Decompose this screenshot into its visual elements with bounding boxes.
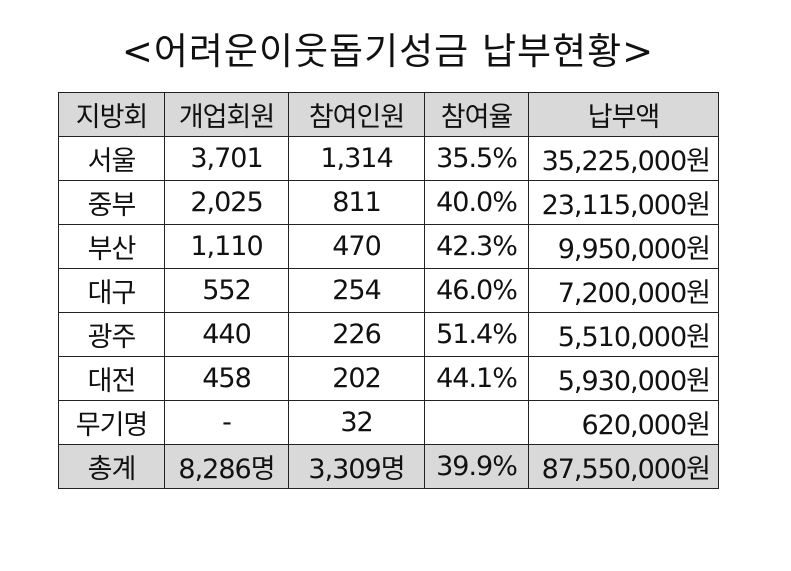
donation-table: 지방회 개업회원 참여인원 참여율 납부액 서울 3,701 1,314 35.… — [58, 92, 719, 489]
cell-rate: 35.5% — [424, 136, 529, 181]
header-region: 지방회 — [58, 92, 165, 137]
header-rate: 참여율 — [424, 92, 529, 137]
cell-participants: 254 — [288, 268, 425, 313]
header-row: 지방회 개업회원 참여인원 참여율 납부액 — [58, 92, 719, 137]
cell-amount: 620,000원 — [528, 400, 719, 445]
table-row: 부산 1,110 470 42.3% 9,950,000원 — [58, 224, 719, 269]
total-rate: 39.9% — [424, 444, 529, 489]
cell-participants: 226 — [288, 312, 425, 357]
cell-members: 440 — [164, 312, 289, 357]
cell-participants: 32 — [288, 400, 425, 445]
cell-members: 458 — [164, 356, 289, 401]
cell-members: 3,701 — [164, 136, 289, 181]
cell-region: 중부 — [58, 180, 165, 225]
cell-region: 서울 — [58, 136, 165, 181]
table-row: 대구 552 254 46.0% 7,200,000원 — [58, 268, 719, 313]
total-row: 총계 8,286명 3,309명 39.9% 87,550,000원 — [58, 444, 719, 489]
cell-rate: 42.3% — [424, 224, 529, 269]
cell-rate: 40.0% — [424, 180, 529, 225]
table-row: 중부 2,025 811 40.0% 23,115,000원 — [58, 180, 719, 225]
total-amount: 87,550,000원 — [528, 444, 719, 489]
cell-rate: 51.4% — [424, 312, 529, 357]
cell-region: 대전 — [58, 356, 165, 401]
table-row: 무기명 - 32 620,000원 — [58, 400, 719, 445]
cell-participants: 811 — [288, 180, 425, 225]
cell-amount: 5,930,000원 — [528, 356, 719, 401]
cell-members: 2,025 — [164, 180, 289, 225]
cell-region: 부산 — [58, 224, 165, 269]
table-row: 대전 458 202 44.1% 5,930,000원 — [58, 356, 719, 401]
cell-participants: 1,314 — [288, 136, 425, 181]
cell-amount: 7,200,000원 — [528, 268, 719, 313]
total-participants: 3,309명 — [288, 444, 425, 489]
header-amount: 납부액 — [528, 92, 719, 137]
table-body: 서울 3,701 1,314 35.5% 35,225,000원 중부 2,02… — [58, 136, 719, 489]
cell-participants: 202 — [288, 356, 425, 401]
cell-participants: 470 — [288, 224, 425, 269]
cell-amount: 35,225,000원 — [528, 136, 719, 181]
cell-members: 1,110 — [164, 224, 289, 269]
cell-region: 광주 — [58, 312, 165, 357]
cell-members: - — [164, 400, 289, 445]
total-region: 총계 — [58, 444, 165, 489]
table-row: 광주 440 226 51.4% 5,510,000원 — [58, 312, 719, 357]
table-header: 지방회 개업회원 참여인원 참여율 납부액 — [58, 92, 719, 137]
header-members: 개업회원 — [164, 92, 289, 137]
total-members: 8,286명 — [164, 444, 289, 489]
cell-region: 무기명 — [58, 400, 165, 445]
header-participants: 참여인원 — [288, 92, 425, 137]
cell-members: 552 — [164, 268, 289, 313]
cell-rate — [424, 400, 529, 445]
cell-amount: 23,115,000원 — [528, 180, 719, 225]
page-title: <어려운이웃돕기성금 납부현황> — [121, 30, 655, 73]
table-row: 서울 3,701 1,314 35.5% 35,225,000원 — [58, 136, 719, 181]
cell-rate: 44.1% — [424, 356, 529, 401]
cell-amount: 5,510,000원 — [528, 312, 719, 357]
cell-rate: 46.0% — [424, 268, 529, 313]
cell-region: 대구 — [58, 268, 165, 313]
cell-amount: 9,950,000원 — [528, 224, 719, 269]
